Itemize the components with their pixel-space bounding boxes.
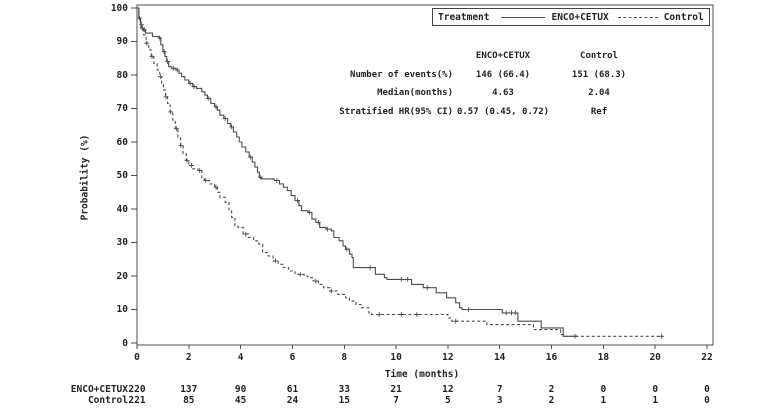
at-risk-label-enco-cetux: ENCO+CETUX [70,384,128,395]
at-risk-count: 90 [234,384,247,395]
at-risk-count: 0 [704,384,710,395]
y-tick-label: 60 [116,136,128,148]
x-axis-title: Time (months) [384,369,460,380]
stats-events-control: 151 (68.3) [571,69,627,80]
y-tick-label: 0 [122,337,128,349]
legend-title: Treatment [438,11,490,23]
y-tick-label: 30 [116,237,128,248]
at-risk-count: 61 [286,384,299,395]
legend: Treatment ENCO+CETUX Control [432,8,710,26]
censor-marks-control [139,25,665,339]
x-tick-label: 16 [545,352,558,363]
x-tick-label: 12 [442,352,454,363]
at-risk-count: 3 [496,395,503,406]
stats-events-label: Number of events(%) [350,69,453,80]
at-risk-count: 1 [652,395,659,406]
y-tick-label: 90 [116,36,128,47]
stats-header-spacer [310,47,453,66]
x-tick-label: 0 [134,352,140,363]
km-curve-control [137,7,663,337]
x-tick-label: 4 [237,352,244,363]
at-risk-count: 12 [442,384,454,395]
at-risk-count: 24 [286,395,299,406]
stats-median-label: Median(months) [377,88,453,98]
legend-label-enco-cetux: ENCO+CETUX [551,11,609,23]
at-risk-count: 2 [548,384,555,395]
x-tick-label: 10 [390,352,402,363]
x-tick-label: 8 [341,352,348,363]
x-tick-label: 18 [597,352,610,363]
stats-median-enco: 4.63 [492,88,514,98]
stats-header-control: Control [580,51,618,61]
km-curve-enco-cetux [137,7,578,337]
at-risk-count: 85 [183,395,195,406]
stats-hr-label: Stratified HR(95% CI) [339,106,453,117]
at-risk-label-control: Control [87,395,128,406]
legend-label-control: Control [663,11,704,23]
at-risk-count: 5 [445,395,451,406]
at-risk-count: 0 [600,384,607,395]
at-risk-count: 7 [496,384,503,395]
y-tick-label: 70 [116,103,128,114]
y-tick-label: 50 [116,170,128,181]
y-tick-label: 100 [110,2,128,14]
stats-events-enco: 146 (66.4) [475,69,531,80]
at-risk-count: 220 [128,384,146,395]
stats-hr-enco: 0.57 (0.45, 0.72) [456,106,550,117]
y-axis-title: Probability (%) [79,134,91,221]
at-risk-count: 45 [234,395,247,406]
x-tick-label: 6 [289,352,296,363]
at-risk-count: 1 [600,395,607,406]
at-risk-count: 0 [652,384,659,395]
y-tick-label: 80 [116,69,128,81]
y-tick-label: 20 [116,270,128,282]
dashed-line-sample-icon [617,16,658,18]
at-risk-count: 33 [338,384,351,395]
y-tick-label: 10 [116,304,128,315]
x-tick-label: 20 [649,352,661,363]
x-tick-label: 22 [701,352,713,363]
solid-line-sample-icon [501,16,546,18]
at-risk-count: 221 [128,395,146,406]
stats-table: ENCO+CETUX Control Number of events(%) 1… [310,47,645,121]
at-risk-count: 2 [548,395,555,406]
at-risk-count: 7 [393,395,399,406]
x-tick-label: 14 [493,352,506,363]
at-risk-count: 0 [704,395,710,406]
stats-header-enco: ENCO+CETUX [475,51,531,61]
x-tick-label: 2 [185,352,192,363]
at-risk-count: 15 [338,395,351,406]
y-tick-label: 40 [116,203,128,215]
stats-median-control: 2.04 [588,88,610,98]
at-risk-count: 21 [390,384,402,395]
at-risk-count: 137 [180,384,198,395]
stats-hr-control: Ref [590,106,608,117]
